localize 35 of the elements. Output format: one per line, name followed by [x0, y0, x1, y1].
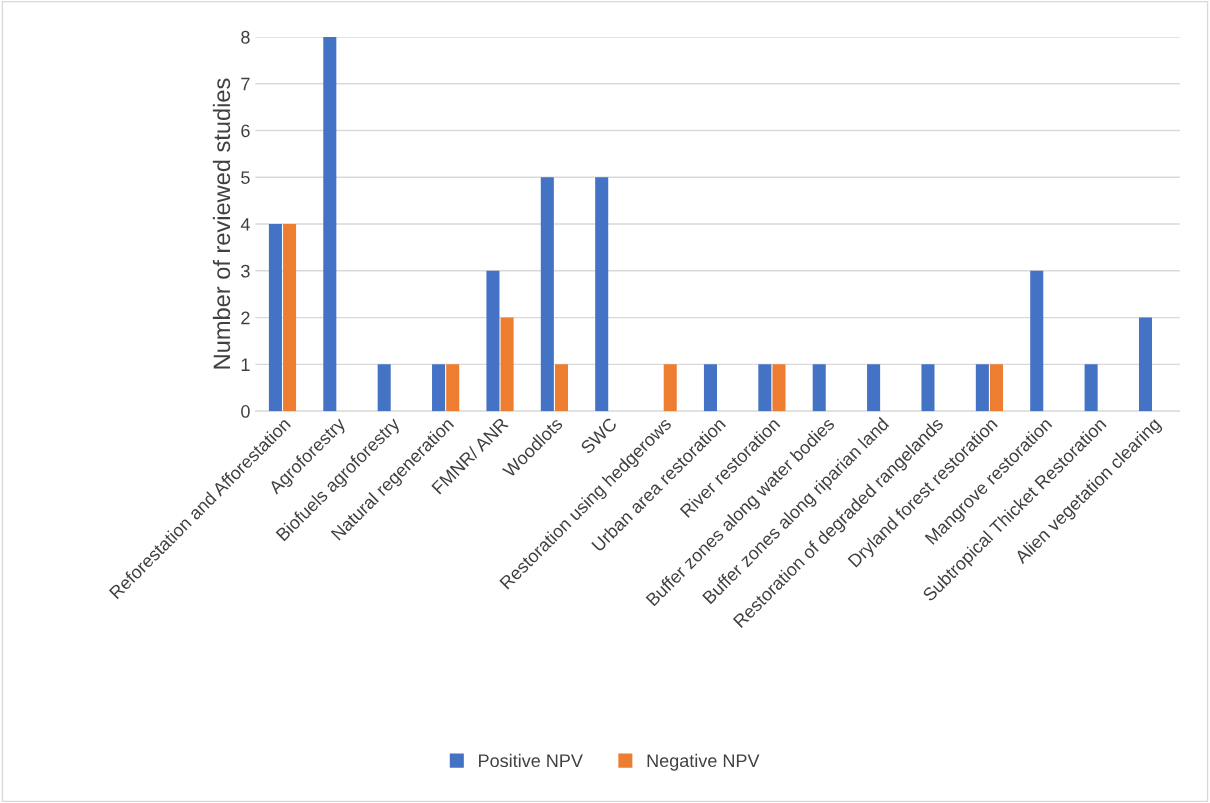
- bar: [703, 364, 717, 412]
- bar: [1138, 317, 1153, 412]
- legend-label: Negative NPV: [647, 753, 760, 771]
- bar: [921, 364, 935, 412]
- bar: [758, 364, 772, 412]
- y-tick-label: 8: [241, 30, 250, 44]
- bar: [283, 224, 297, 412]
- y-tick-label: 7: [241, 77, 250, 91]
- y-tick-label: 5: [241, 171, 250, 184]
- y-tick-label: 6: [241, 124, 250, 138]
- bar: [595, 177, 609, 412]
- bar: [540, 177, 554, 412]
- bar: [377, 364, 391, 412]
- y-tick-label: 0: [241, 405, 250, 418]
- bar: [1084, 364, 1098, 412]
- bar: [812, 364, 826, 412]
- bar: [486, 270, 500, 412]
- y-tick-label: 1: [241, 358, 250, 371]
- y-tick-label: 2: [241, 311, 250, 325]
- y-axis-title: Number of reviewed studies: [212, 78, 231, 369]
- bar: [446, 364, 460, 412]
- bar: [554, 364, 568, 412]
- bar: [772, 364, 786, 412]
- bar: [1030, 270, 1044, 412]
- y-tick-label: 3: [241, 264, 250, 278]
- bar: [867, 364, 881, 412]
- bar: [975, 364, 989, 412]
- bar: [323, 36, 337, 412]
- bar: [268, 224, 282, 412]
- bar: [500, 317, 514, 412]
- bar: [432, 364, 446, 412]
- bar: [989, 364, 1004, 412]
- bar: [663, 364, 677, 412]
- legend-label: Positive NPV: [479, 753, 583, 768]
- y-tick-label: 4: [240, 218, 250, 231]
